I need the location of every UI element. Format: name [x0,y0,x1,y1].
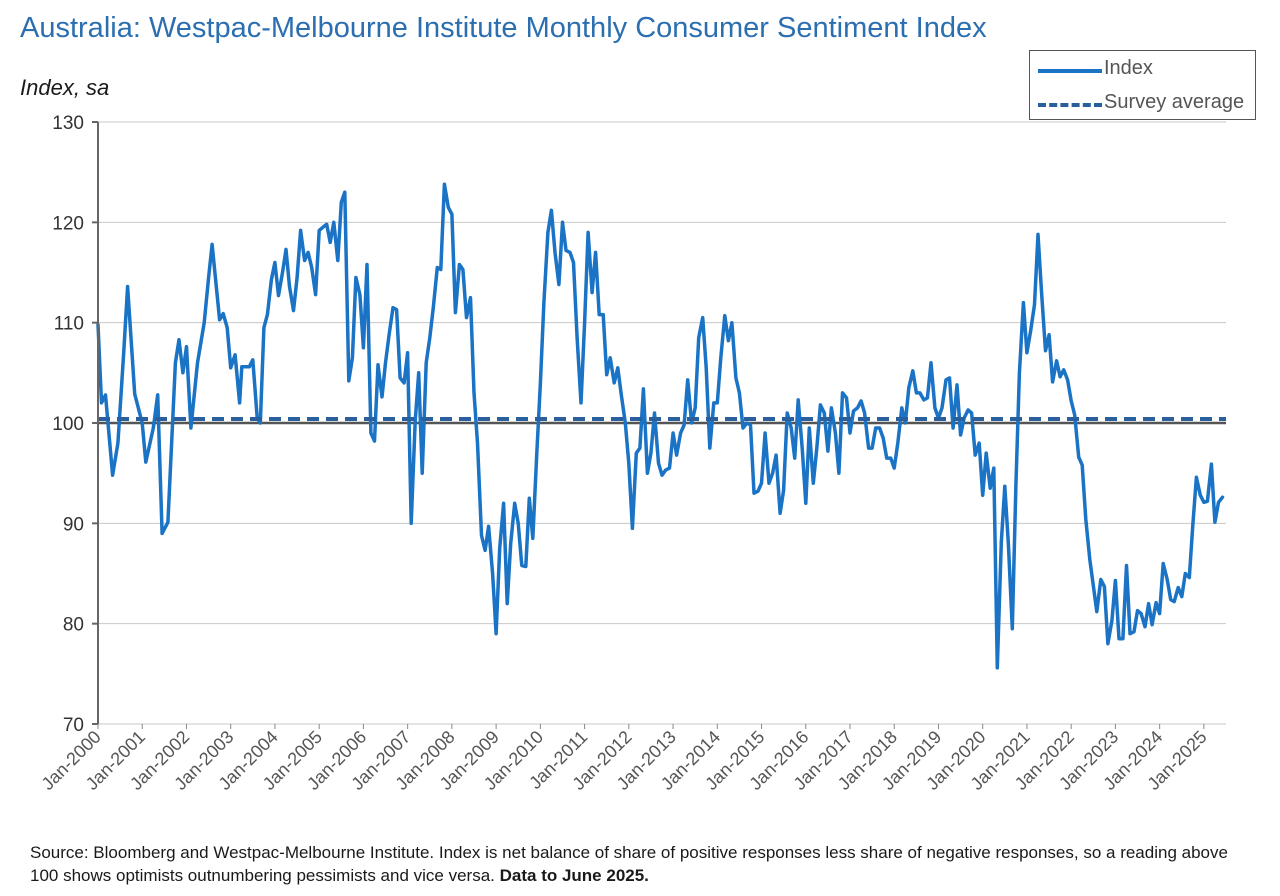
footnote: Source: Bloomberg and Westpac-Melbourne … [30,841,1260,887]
y-tick-label-130: 130 [52,113,84,134]
series-line-index [96,182,1225,670]
y-tick-label-70: 70 [63,715,84,736]
legend-label-index: Index [1104,57,1153,79]
y-tick-label-80: 80 [63,615,84,636]
y-axis-ticks: 70 80 90 100 110 120 130 [52,113,98,736]
y-tick-label-120: 120 [52,213,84,234]
legend-swatch-dashed [1038,103,1102,107]
x-axis-ticks: Jan-2000Jan-2001Jan-2002Jan-2003Jan-2004… [38,724,1211,794]
legend-label-survey-average: Survey average [1104,91,1245,113]
y-axis-unit-label: Index, sa [20,75,110,100]
series-layer [96,182,1226,670]
legend-swatch-solid [1038,69,1102,73]
legend: Index Survey average [1029,50,1256,120]
chart-title: Australia: Westpac-Melbourne Institute M… [20,12,987,44]
chart-area: 70 80 90 100 110 120 130 Jan-2000Jan-2001Jan-2… [38,113,1226,794]
footnote-text: Source: Bloomberg and Westpac-Melbourne … [30,843,1228,885]
footnote-data-date: Data to June 2025. [499,866,649,885]
gridlines [98,121,1226,725]
y-tick-label-90: 90 [63,514,84,535]
y-tick-label-110: 110 [54,314,84,335]
y-tick-label-100: 100 [52,414,84,435]
